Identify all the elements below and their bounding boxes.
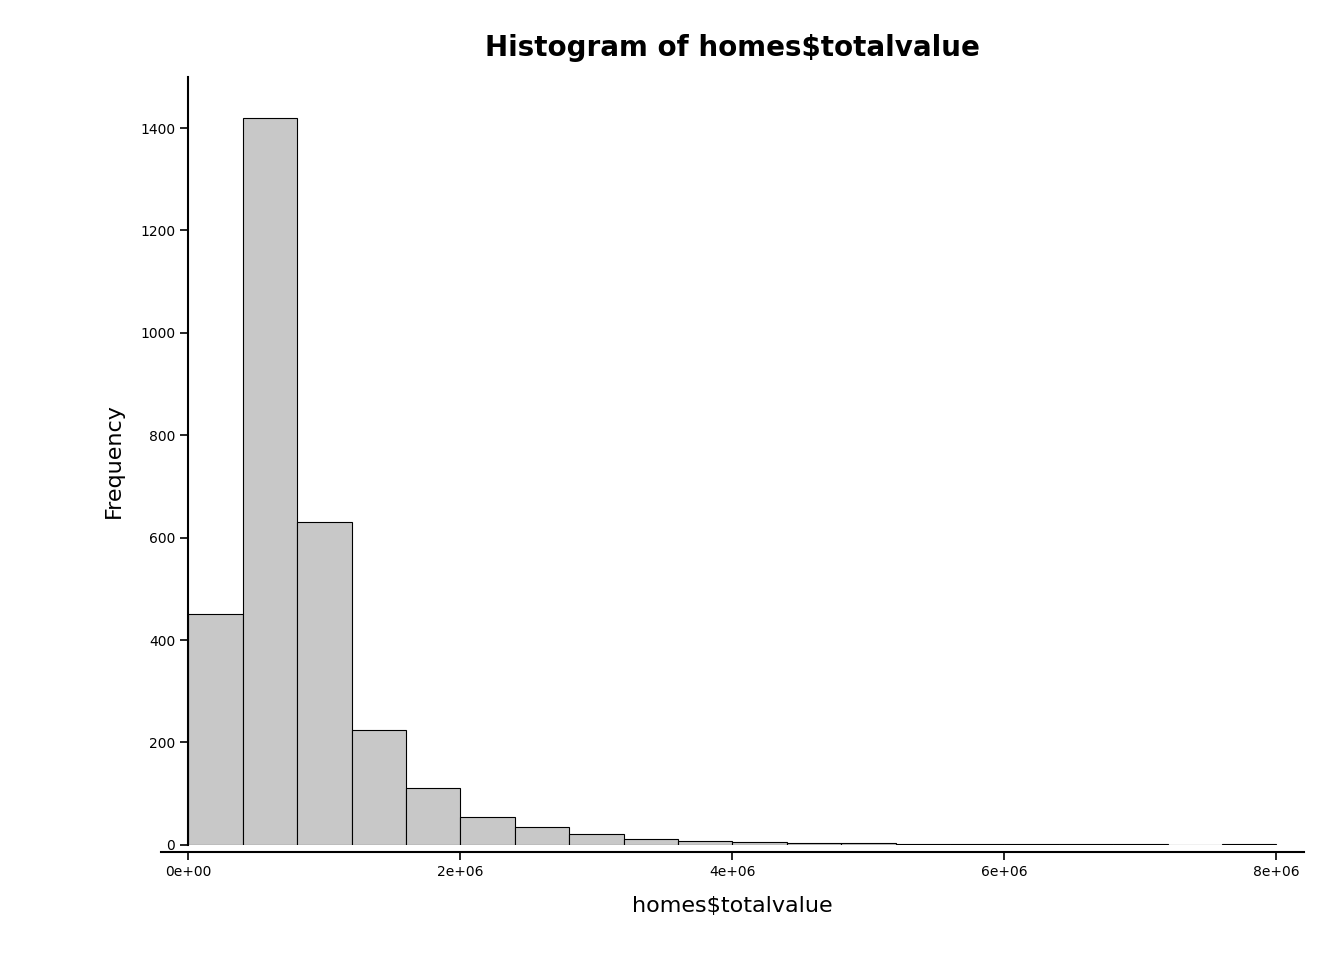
Bar	[950, 844, 1004, 845]
Bar	[732, 842, 786, 845]
Bar	[515, 827, 570, 845]
X-axis label: homes$totalvalue: homes$totalvalue	[632, 896, 833, 916]
Bar	[297, 522, 352, 845]
Bar	[786, 843, 841, 845]
Bar	[679, 841, 732, 845]
Bar	[841, 843, 895, 845]
Title: Histogram of homes$totalvalue: Histogram of homes$totalvalue	[485, 34, 980, 62]
Bar	[352, 730, 406, 845]
Bar	[243, 118, 297, 845]
Bar	[188, 614, 243, 845]
Bar	[624, 839, 679, 845]
Bar	[895, 844, 950, 845]
Y-axis label: Frequency: Frequency	[103, 403, 124, 518]
Bar	[406, 788, 461, 845]
Bar	[461, 817, 515, 845]
Bar	[570, 833, 624, 845]
